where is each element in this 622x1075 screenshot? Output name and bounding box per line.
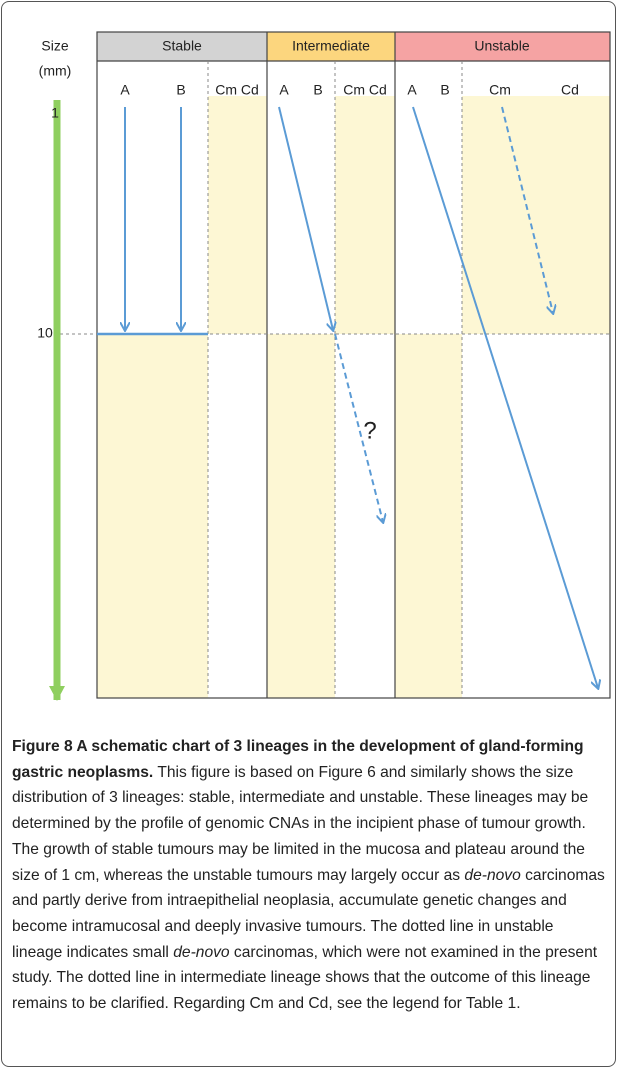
axis-label: Size	[41, 38, 68, 54]
size-tick: 1	[51, 105, 59, 121]
column-label: B	[176, 82, 185, 98]
lineage-name: Intermediate	[292, 38, 370, 54]
background-fills	[97, 32, 610, 698]
column-label: Cm Cd	[343, 82, 387, 98]
lineage-arrows	[97, 106, 598, 688]
column-label: B	[313, 82, 322, 98]
caption: Figure 8 A schematic chart of 3 lineages…	[12, 734, 608, 1017]
column-label: Cd	[561, 82, 579, 98]
diagram: Size (mm) 1 10 Stable Intermediate Unsta…	[37, 31, 611, 701]
axis-unit: (mm)	[39, 63, 72, 79]
caption-title: Figure 8 A schematic chart of 3 lineages…	[12, 738, 584, 781]
lineage-name: Unstable	[474, 38, 529, 54]
column-label: A	[279, 82, 289, 98]
caption-italic: de-novo	[173, 943, 230, 961]
column-label: A	[407, 82, 417, 98]
grid	[96, 31, 611, 699]
caption-text: carcinomas, which were not examined in t…	[12, 943, 598, 1013]
column-label: Cm	[489, 82, 511, 98]
lineage-name: Stable	[162, 38, 202, 54]
column-label: B	[440, 82, 449, 98]
caption-italic: de-novo	[464, 866, 521, 884]
question-mark: ?	[363, 417, 376, 444]
column-label: Cm Cd	[215, 82, 259, 98]
size-tick: 10	[37, 325, 53, 341]
column-label: A	[120, 82, 130, 98]
caption-text: This figure is based on Figure 6 and sim…	[12, 763, 589, 884]
caption-text: carcinomas and partly derive from intrae…	[12, 866, 605, 961]
